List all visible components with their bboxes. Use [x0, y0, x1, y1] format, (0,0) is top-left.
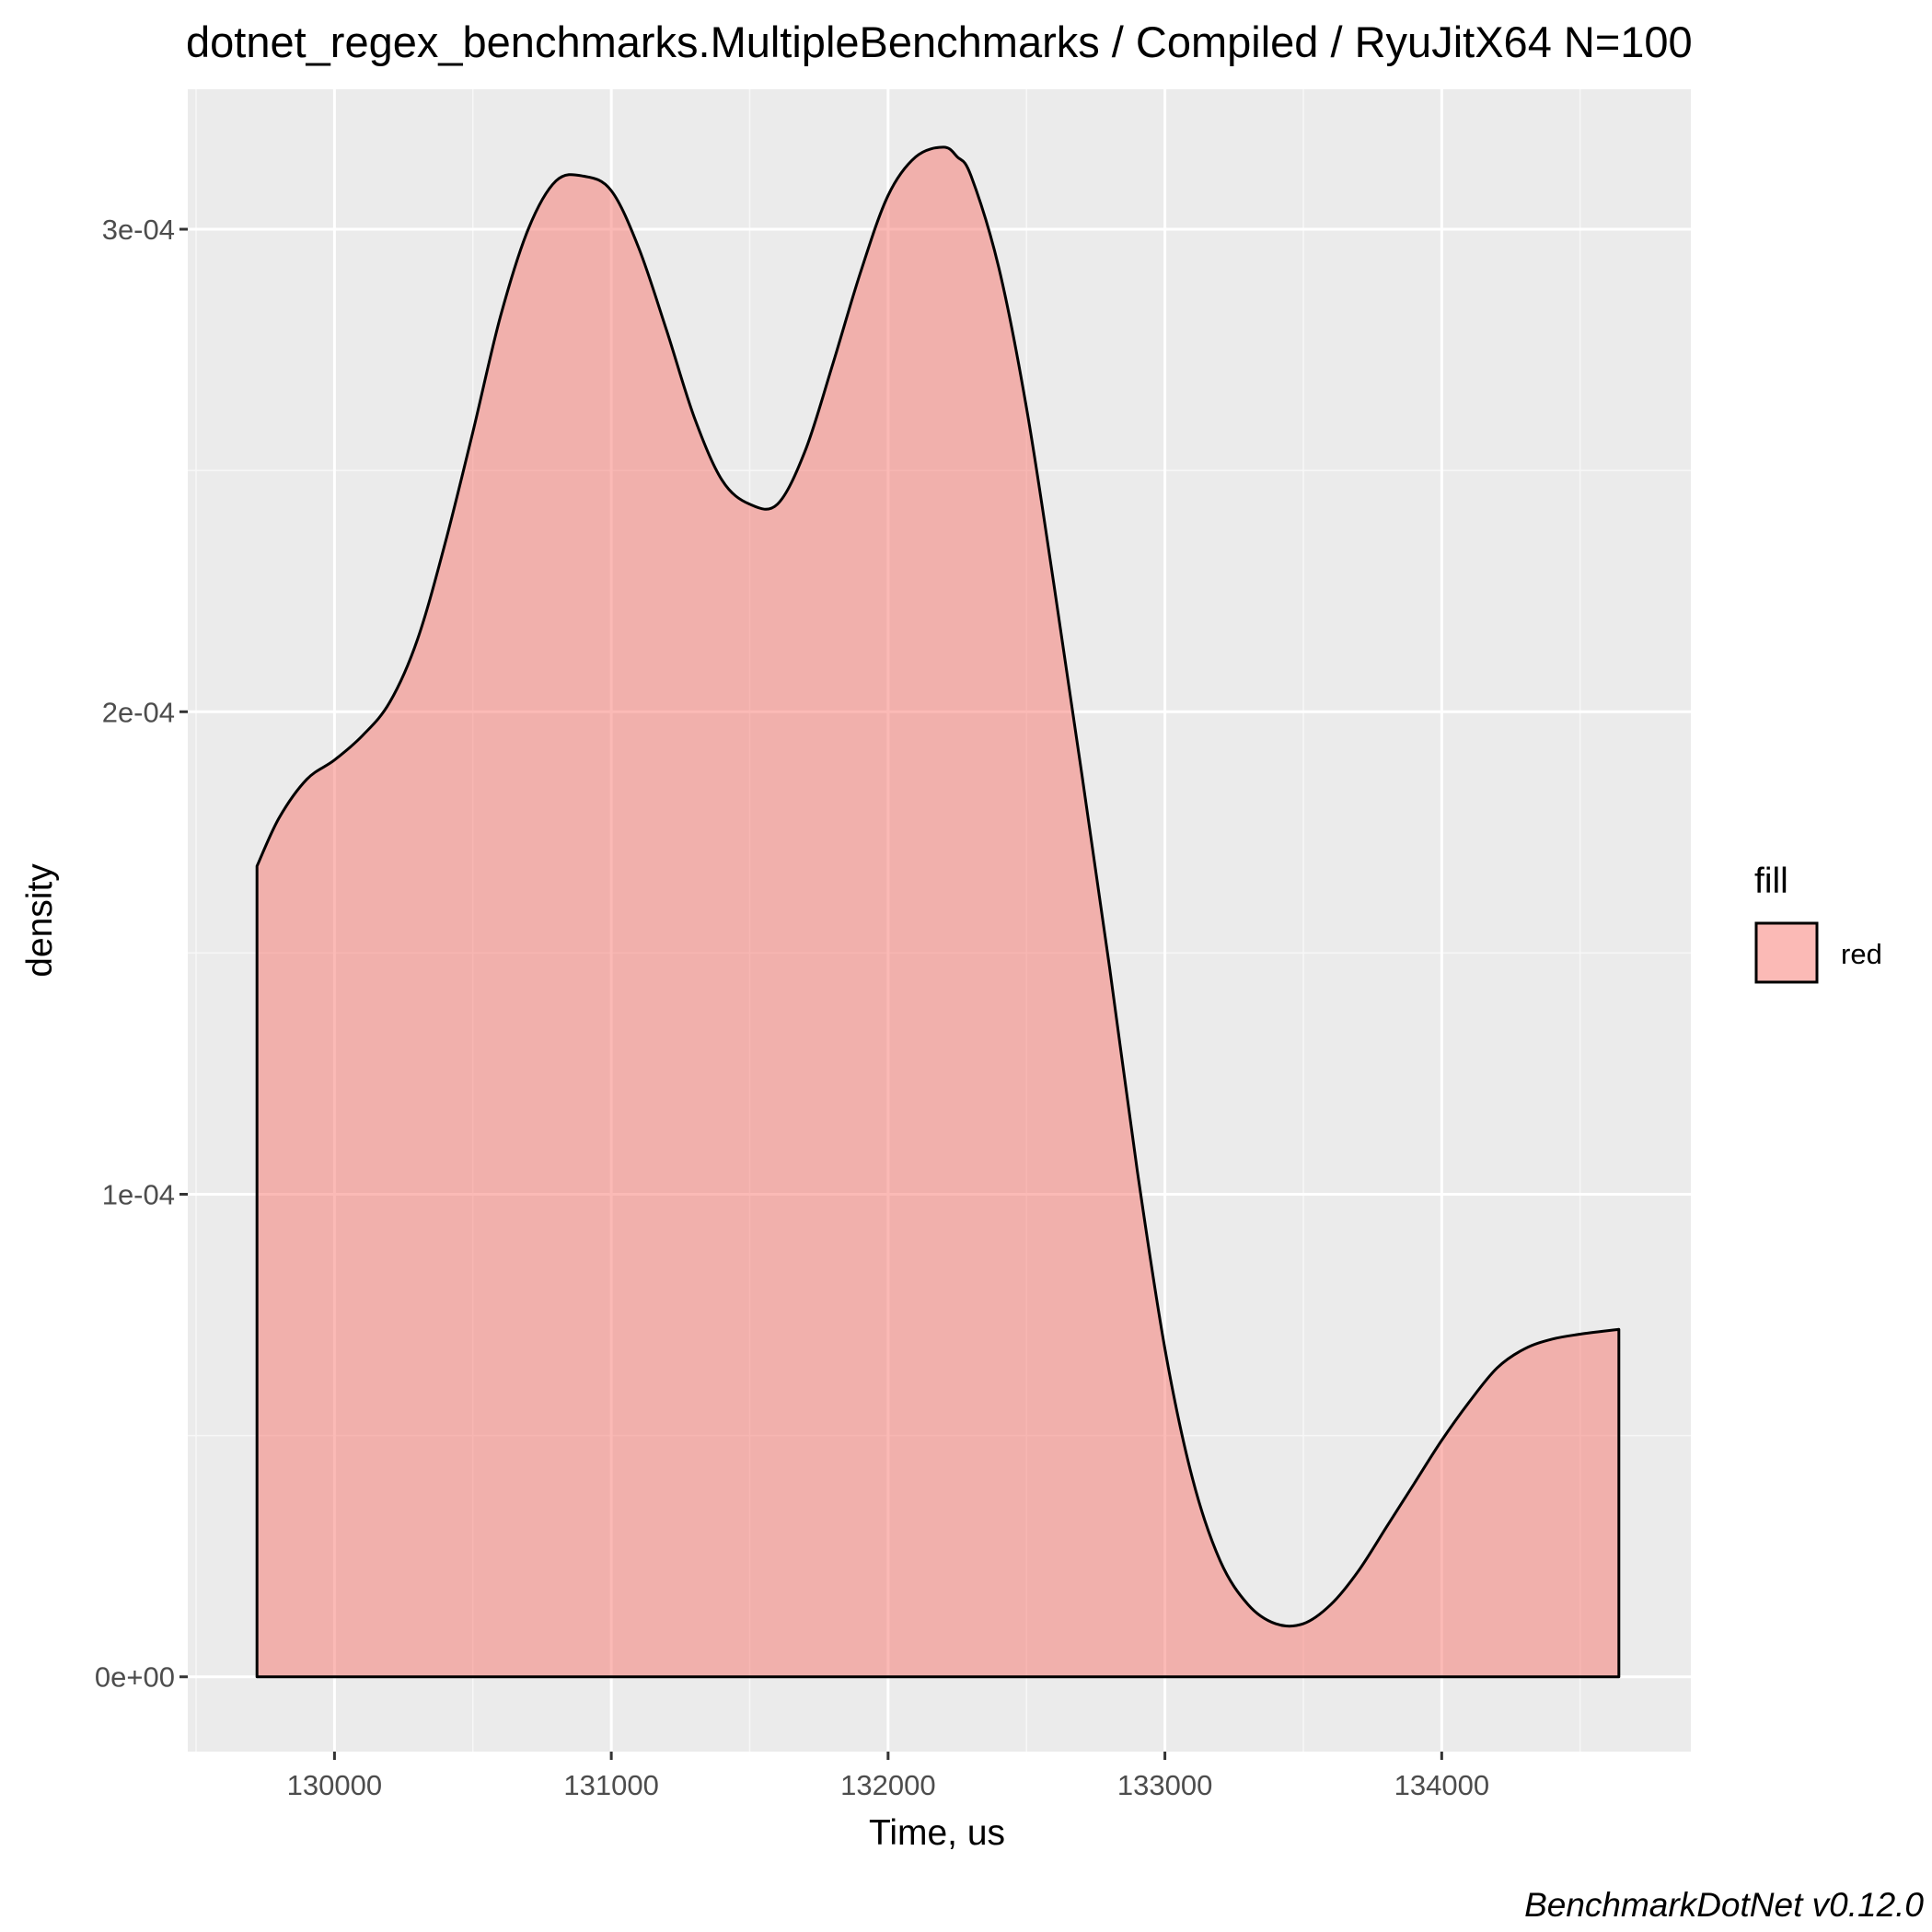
legend-title: fill: [1754, 862, 1788, 901]
density-area-red: [255, 145, 1621, 1679]
chart-title: dotnet_regex_benchmarks.MultipleBenchmar…: [186, 17, 1693, 66]
y-tick-label: 3e-04: [102, 214, 175, 246]
x-axis: 130000 131000 132000 133000 134000: [287, 1752, 1489, 1801]
x-axis-title: Time, us: [869, 1813, 1005, 1853]
legend-key-red: [1754, 921, 1819, 984]
legend-label-red: red: [1841, 938, 1882, 970]
x-tick-label: 134000: [1394, 1769, 1489, 1801]
x-tick-label: 131000: [563, 1769, 658, 1801]
x-tick-label: 132000: [840, 1769, 935, 1801]
y-tick-label: 2e-04: [102, 696, 175, 728]
y-axis-title: density: [20, 863, 60, 978]
y-axis: 0e+00 1e-04 2e-04 3e-04: [95, 214, 188, 1694]
x-tick-label: 130000: [287, 1769, 382, 1801]
y-tick-label: 1e-04: [102, 1179, 175, 1211]
y-tick-label: 0e+00: [95, 1661, 175, 1694]
legend: fill red: [1754, 862, 1882, 984]
x-tick-label: 133000: [1117, 1769, 1212, 1801]
caption: BenchmarkDotNet v0.12.0: [1524, 1886, 1924, 1924]
